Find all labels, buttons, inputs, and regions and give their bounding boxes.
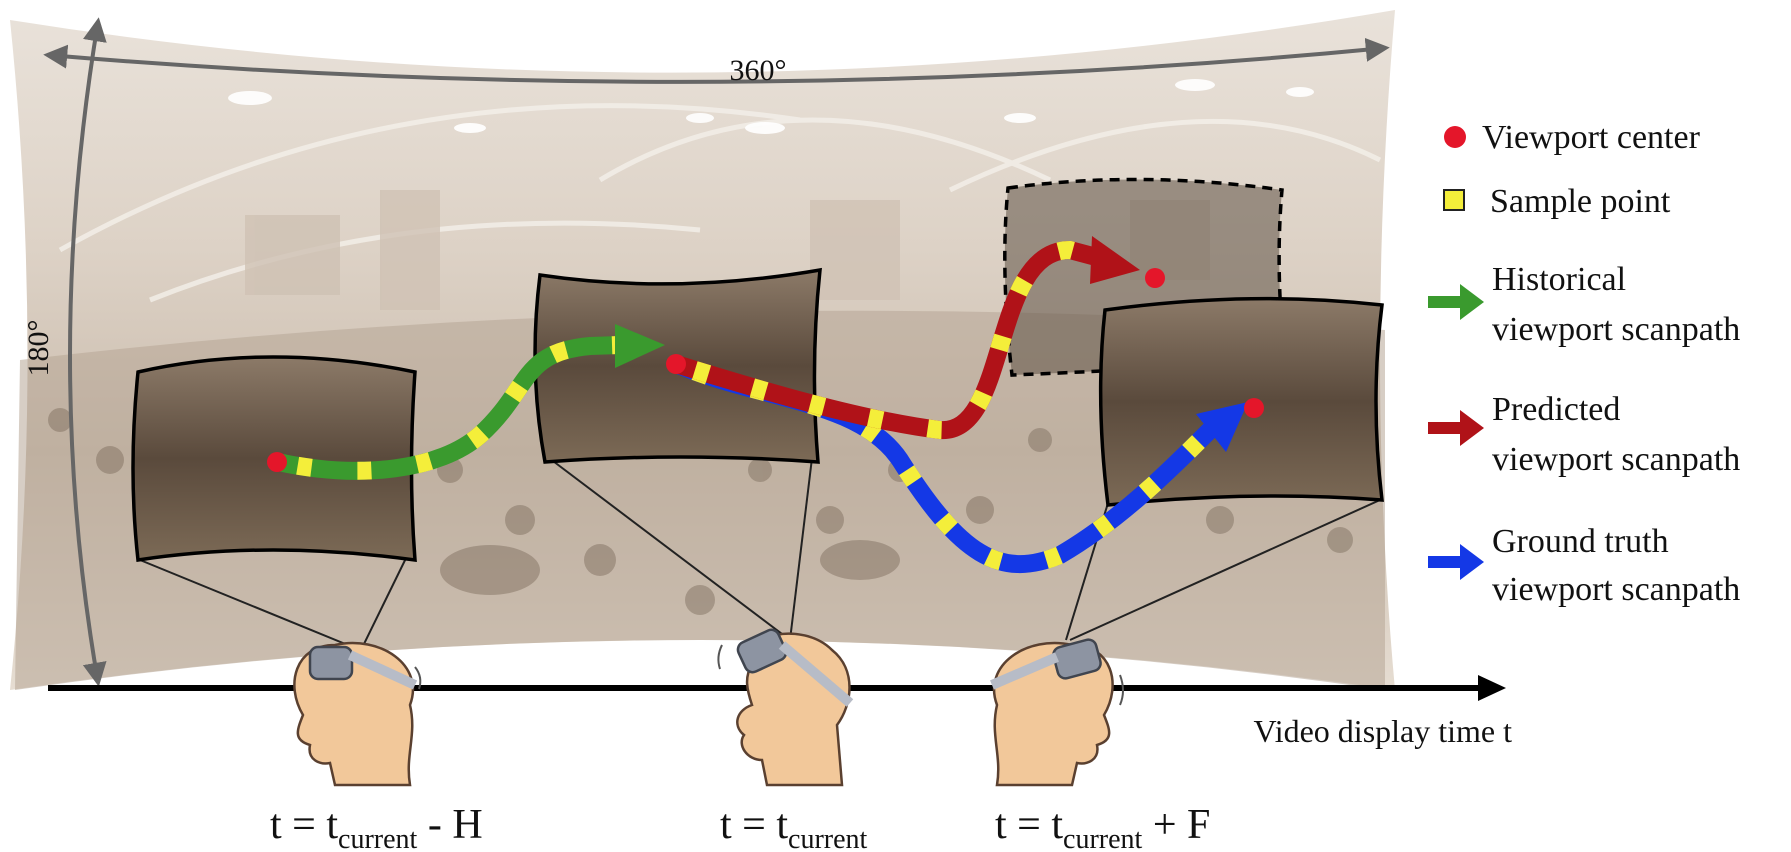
predicted-scanpath (673, 240, 1103, 439)
horizontal-fov-arrow (43, 37, 1390, 84)
ground-truth-arrowhead (1196, 402, 1248, 452)
vertical-fov-arrow (68, 17, 107, 687)
legend-ground-truth-line2: viewport scanpath (1492, 571, 1740, 608)
scanpaths (276, 240, 1217, 573)
legend-historical-arrow (1428, 284, 1484, 320)
legend-ground-truth-arrow (1428, 544, 1484, 580)
head-current (717, 628, 854, 787)
legend-sample-marker (1443, 189, 1465, 211)
head-past (293, 641, 422, 787)
time-label-past: t = tcurrent - H (270, 802, 483, 852)
legend-viewport-center: Viewport center (1482, 119, 1701, 156)
legend-sample-point: Sample point (1490, 183, 1671, 220)
panorama-lights (228, 79, 1314, 134)
legend-predicted-arrow (1428, 410, 1484, 446)
head-future (990, 638, 1124, 787)
time-label-future: t = tcurrent + F (995, 802, 1210, 852)
legend-ground-truth-line1: Ground truth (1492, 523, 1669, 560)
legend-predicted-line2: viewport scanpath (1492, 441, 1740, 478)
time-label-current: t = tcurrent (720, 802, 868, 852)
time-axis-label: Video display time t (1254, 713, 1513, 749)
time-axis-arrowhead (1478, 675, 1506, 701)
horizontal-fov-label: 360° (730, 54, 787, 87)
legend-predicted-line1: Predicted (1492, 391, 1620, 428)
historical-arrowhead (615, 324, 665, 368)
legend-center-marker (1444, 126, 1466, 148)
legend-historical-line2: viewport scanpath (1492, 311, 1740, 348)
legend: Viewport center Sample point Historical … (1428, 119, 1740, 608)
predicted-arrowhead (1090, 236, 1140, 284)
vertical-fov-label: 180° (22, 320, 55, 377)
legend-historical-line1: Historical (1492, 261, 1626, 298)
viewport-centers (267, 268, 1264, 472)
viewport-future (1098, 296, 1384, 507)
